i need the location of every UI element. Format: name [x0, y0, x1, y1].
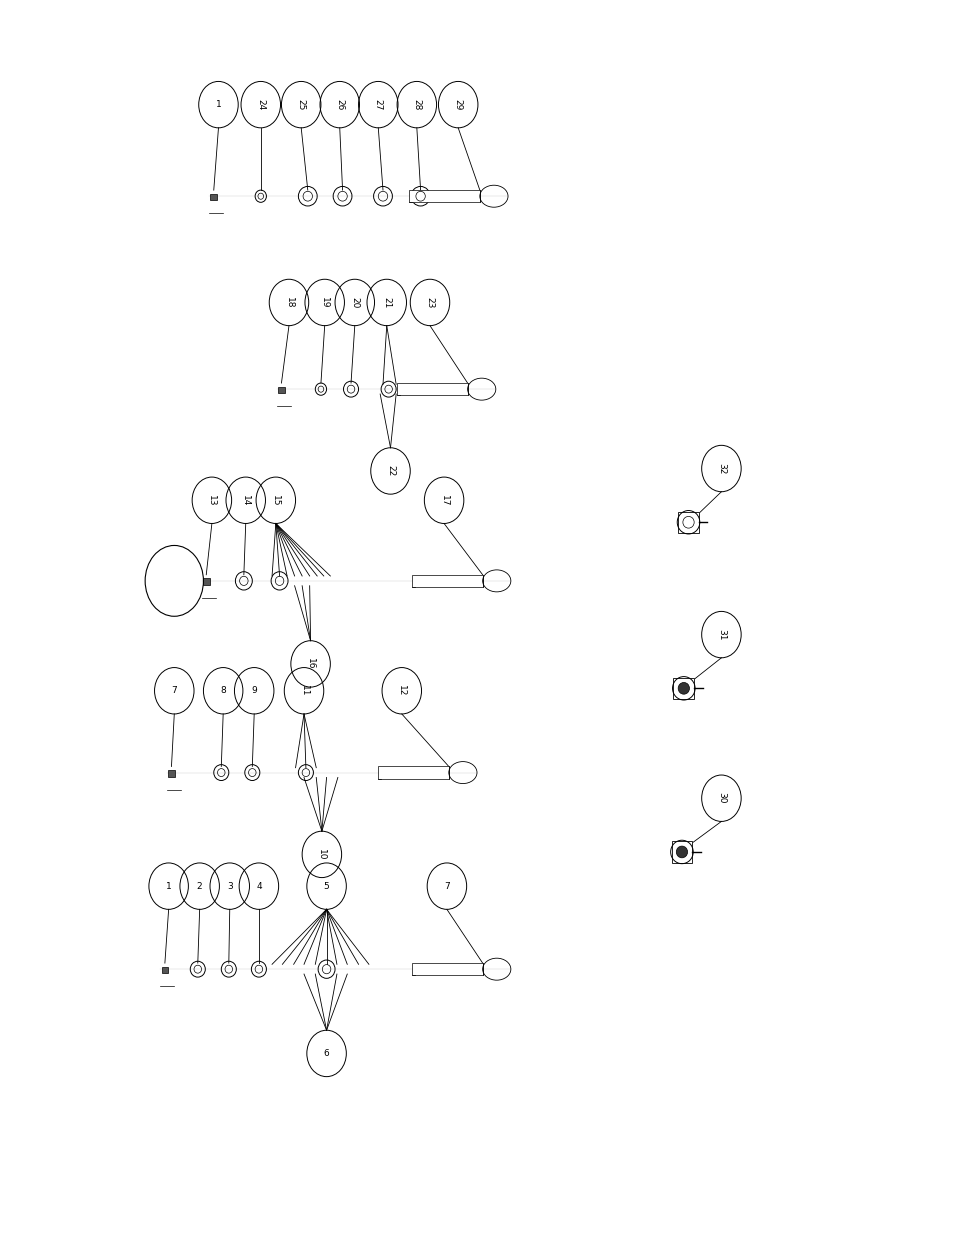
Text: 11: 11 — [299, 685, 308, 697]
Text: 10: 10 — [317, 848, 326, 860]
Text: 3: 3 — [227, 882, 233, 890]
Text: 28: 28 — [412, 99, 421, 110]
Text: 29: 29 — [454, 99, 462, 110]
Bar — [671, 841, 692, 863]
Text: 1: 1 — [215, 100, 221, 109]
Text: 15: 15 — [271, 494, 280, 506]
Text: 25: 25 — [296, 99, 305, 110]
Text: 26: 26 — [335, 99, 344, 110]
Bar — [203, 578, 210, 585]
Text: 1: 1 — [166, 882, 172, 890]
Text: 22: 22 — [386, 466, 395, 477]
Text: 6: 6 — [323, 1049, 329, 1058]
Bar — [396, 383, 467, 395]
Text: 8: 8 — [220, 687, 226, 695]
Text: 30: 30 — [716, 793, 725, 804]
Text: 18: 18 — [284, 296, 294, 309]
Bar — [161, 967, 168, 973]
Text: 19: 19 — [320, 296, 329, 309]
Text: 17: 17 — [439, 494, 448, 506]
Text: 32: 32 — [716, 463, 725, 474]
Bar — [673, 678, 694, 699]
Text: 5: 5 — [323, 882, 329, 890]
Text: 31: 31 — [716, 629, 725, 640]
Text: 7: 7 — [443, 882, 449, 890]
Text: 16: 16 — [306, 658, 314, 669]
Text: 27: 27 — [374, 99, 382, 110]
Bar — [378, 767, 448, 779]
Text: 12: 12 — [396, 685, 406, 697]
Text: 20: 20 — [350, 296, 359, 309]
Text: 21: 21 — [382, 296, 391, 309]
Ellipse shape — [676, 846, 687, 858]
Text: 7: 7 — [172, 687, 177, 695]
Text: 13: 13 — [207, 494, 216, 506]
Bar — [412, 574, 482, 587]
Text: 23: 23 — [425, 296, 434, 309]
Ellipse shape — [678, 683, 689, 694]
Text: 4: 4 — [255, 882, 261, 890]
Text: 14: 14 — [241, 494, 250, 506]
Text: 2: 2 — [196, 882, 202, 890]
Bar — [678, 511, 699, 534]
Bar — [211, 194, 217, 200]
Bar — [278, 387, 284, 394]
Text: 24: 24 — [256, 99, 265, 110]
Text: 9: 9 — [251, 687, 256, 695]
Bar — [412, 963, 482, 976]
Bar — [409, 190, 479, 203]
Bar — [168, 769, 174, 777]
